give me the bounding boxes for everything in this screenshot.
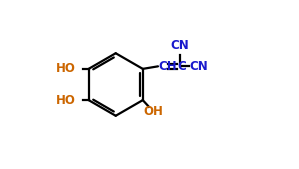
Text: CN: CN <box>170 39 189 52</box>
Text: HO: HO <box>56 62 76 75</box>
Text: C: C <box>177 60 186 73</box>
Text: OH: OH <box>144 105 164 118</box>
Text: CH: CH <box>159 60 177 73</box>
Text: CN: CN <box>190 60 208 73</box>
Text: HO: HO <box>56 94 76 107</box>
